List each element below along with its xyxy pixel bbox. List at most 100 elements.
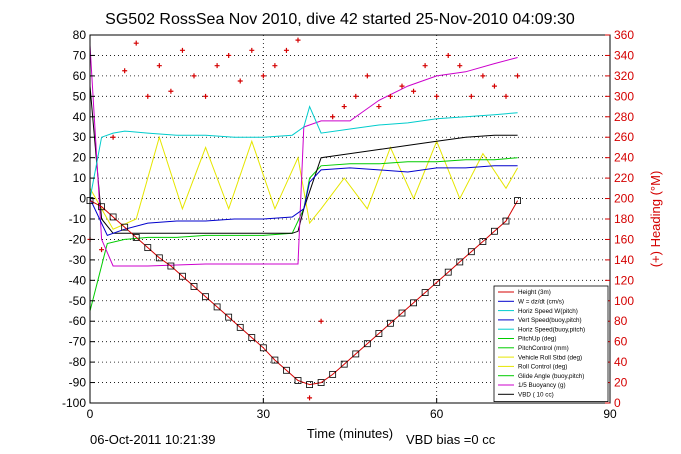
y-left-tick-label: -50 — [69, 294, 87, 308]
height-marker — [121, 223, 129, 231]
x-axis: 0 30 60 90 — [87, 398, 617, 421]
height-marker — [271, 356, 279, 364]
heading-marker — [480, 73, 486, 79]
heading-marker — [503, 93, 509, 99]
legend-label: W = dz/dt (cm/s) — [518, 299, 564, 306]
y-left-tick-label: 0 — [79, 192, 86, 206]
height-marker — [98, 203, 105, 211]
y-axis-left: 80 70 60 50 40 30 20 10 0 -10 -20 -30 -40 -50 -60 -70 -8… — [62, 28, 95, 410]
y-right-tick-label: 60 — [614, 335, 628, 349]
height-marker — [329, 370, 337, 378]
y-right-tick-label: 320 — [614, 69, 634, 83]
grid — [90, 35, 610, 403]
heading-marker — [203, 93, 209, 99]
x-tick-label: 0 — [87, 407, 94, 421]
height-marker — [144, 244, 152, 252]
heading-marker — [99, 247, 105, 253]
x-tick-label: 90 — [603, 407, 617, 421]
height-marker — [514, 197, 521, 205]
y-left-tick-label: 10 — [73, 171, 87, 185]
y-left-tick-label: 20 — [73, 151, 87, 165]
height-marker — [190, 283, 198, 290]
height-marker — [155, 254, 163, 262]
y-left-tick-label: 50 — [73, 89, 87, 103]
y-left-tick-label: -10 — [69, 212, 87, 226]
heading-marker — [237, 78, 243, 84]
heading-marker — [411, 88, 417, 94]
heading-marker — [295, 37, 301, 43]
heading-marker — [491, 83, 497, 89]
y-left-tick-label: 30 — [73, 130, 87, 144]
height-marker — [179, 272, 186, 280]
height-marker — [317, 379, 325, 386]
y-right-tick-label: 180 — [614, 212, 634, 226]
series-line-pitch — [89, 157, 518, 312]
legend-label: VBD ( 10 cc) — [518, 392, 554, 399]
height-marker — [167, 262, 175, 270]
height-marker — [363, 340, 371, 348]
y-left-tick-label: 80 — [73, 28, 87, 42]
height-marker — [433, 278, 441, 286]
y-right-tick-label: 120 — [614, 273, 634, 287]
y-right-tick-label: 300 — [614, 89, 634, 103]
series-line-height — [89, 200, 519, 386]
y-right-tick-label: 280 — [614, 110, 634, 124]
y-right-tick-label: 80 — [614, 314, 628, 328]
y-right-tick-label: 160 — [614, 232, 634, 246]
height-marker — [236, 323, 244, 331]
heading-marker — [249, 47, 255, 53]
heading-marker — [110, 134, 116, 140]
heading-marker — [307, 395, 313, 401]
height-marker — [387, 319, 394, 327]
height-marker — [259, 344, 267, 352]
height-marker — [421, 289, 429, 297]
footer-timestamp: 06-Oct-2011 10:21:39 — [90, 432, 216, 447]
chart-title: SG502 RossSea Nov 2010, dive 42 started … — [105, 11, 575, 28]
y-right-tick-label: 220 — [614, 171, 634, 185]
height-marker — [375, 330, 383, 337]
heading-marker — [434, 93, 440, 99]
y-right-tick-label: 0 — [614, 396, 621, 410]
legend-label: Height (3m) — [518, 289, 551, 296]
y-left-tick-label: -40 — [69, 273, 87, 287]
heading-marker — [283, 47, 289, 53]
legend-label: PitchControl (mm) — [518, 345, 569, 352]
heading-marker — [156, 63, 162, 69]
heading-marker — [445, 52, 451, 58]
height-marker — [109, 213, 117, 221]
height-marker — [467, 248, 475, 256]
height-marker — [456, 258, 464, 266]
y-left-tick-label: -80 — [69, 355, 87, 369]
height-marker — [248, 334, 256, 341]
height-marker — [225, 313, 233, 321]
height-marker — [306, 381, 313, 389]
heading-marker — [191, 73, 197, 79]
y-right-tick-label: 340 — [614, 48, 634, 62]
heading-marker — [145, 93, 151, 99]
y-right-tick-label: 360 — [614, 28, 634, 42]
heading-marker — [364, 73, 370, 79]
height-marker — [283, 366, 290, 374]
y-left-tick-label: -20 — [69, 232, 87, 246]
y-right-tick-label: 140 — [614, 253, 634, 267]
heading-marker — [214, 63, 220, 69]
height-marker — [294, 377, 302, 384]
heading-marker — [387, 93, 393, 99]
legend-label: PitchUp (deg) — [518, 336, 557, 343]
legend-label: Roll Control (deg) — [518, 364, 567, 371]
legend: Height (3m) W = dz/dt (cm/s) Horiz Speed W… — [493, 285, 609, 402]
heading-marker — [422, 63, 428, 69]
height-marker — [213, 303, 221, 311]
series-line-vbd — [89, 86, 518, 234]
series-line-horiz_w — [89, 105, 518, 199]
y-left-tick-label: -60 — [69, 314, 87, 328]
y-axis-right-label: (+) Heading (°M) — [648, 171, 663, 268]
series-line-roll — [89, 135, 519, 230]
heading-marker — [515, 73, 521, 79]
heading-marker — [457, 63, 463, 69]
y-right-tick-label: 240 — [614, 151, 634, 165]
height-marker — [502, 217, 510, 225]
heading-marker — [341, 104, 347, 110]
height-marker — [410, 299, 417, 307]
height-marker — [398, 309, 406, 317]
